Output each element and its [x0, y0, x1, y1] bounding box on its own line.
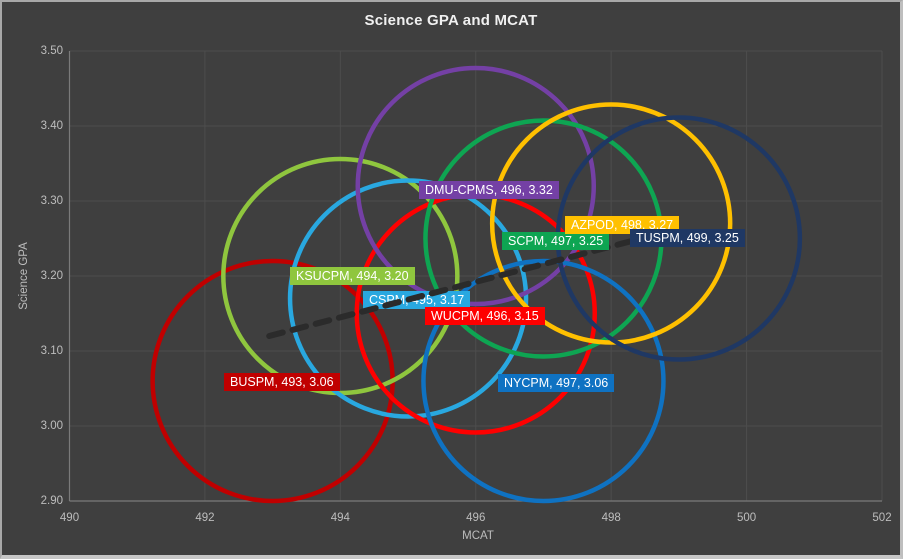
- x-axis-title: MCAT: [462, 530, 494, 542]
- bubble-tuspm: [555, 115, 803, 362]
- chart-title: Science GPA and MCAT: [364, 12, 538, 29]
- bubble-scpm: [423, 118, 664, 359]
- bubble-dmu-cpms: [355, 65, 596, 307]
- y-axis-title: Science GPA: [18, 242, 30, 310]
- trendline: [266, 231, 662, 339]
- data-label-azpod: AZPOD, 498, 3.27: [565, 216, 680, 234]
- data-label-wucpm: WUCPM, 496, 3.15: [425, 307, 545, 325]
- bubble-nycpm: [421, 258, 666, 504]
- y-tick-3.00: 3.00: [40, 420, 63, 432]
- data-label-buspm: BUSPM, 493, 3.06: [224, 373, 340, 391]
- y-tick-3.30: 3.30: [40, 195, 63, 207]
- y-tick-3.50: 3.50: [40, 45, 63, 57]
- bubble-azpod: [489, 102, 733, 345]
- data-label-dmu-cpms: DMU-CPMS, 496, 3.32: [419, 181, 559, 199]
- bubble-ksucpm: [221, 156, 460, 396]
- x-tick-498: 498: [601, 512, 621, 524]
- data-label-tuspm: TUSPM, 499, 3.25: [630, 229, 745, 247]
- x-tick-500: 500: [736, 512, 757, 524]
- x-tick-496: 496: [466, 512, 486, 524]
- y-tick-3.20: 3.20: [40, 270, 63, 282]
- data-label-nycpm: NYCPM, 497, 3.06: [498, 374, 615, 392]
- bubble-buspm: [150, 258, 395, 504]
- x-tick-494: 494: [330, 512, 350, 524]
- data-label-ksucpm: KSUCPM, 494, 3.20: [290, 267, 415, 285]
- x-tick-492: 492: [195, 512, 215, 524]
- data-label-cspm: CSPM, 495, 3.17: [363, 291, 471, 309]
- y-tick-2.90: 2.90: [40, 495, 63, 507]
- bubble-wucpm: [354, 192, 597, 435]
- data-label-scpm: SCPM, 497, 3.25: [502, 232, 610, 250]
- y-tick-3.40: 3.40: [40, 120, 63, 132]
- bubble-cspm: [287, 178, 529, 419]
- x-tick-502: 502: [872, 512, 892, 524]
- y-tick-3.10: 3.10: [40, 345, 63, 357]
- x-tick-490: 490: [59, 512, 80, 524]
